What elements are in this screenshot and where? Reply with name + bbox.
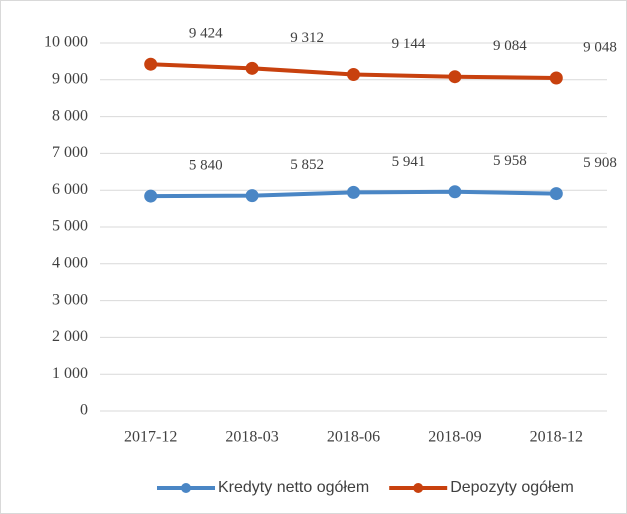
y-tick-label: 4 000 xyxy=(52,254,88,271)
value-label: 5 908 xyxy=(583,155,617,171)
y-tick-label: 7 000 xyxy=(52,144,88,161)
y-tick-label: 10 000 xyxy=(44,34,88,51)
y-tick-label: 0 xyxy=(80,402,88,419)
x-tick-label: 2018-03 xyxy=(225,429,278,446)
value-label: 9 084 xyxy=(493,38,527,54)
point xyxy=(448,185,462,199)
value-label: 5 941 xyxy=(392,154,426,170)
y-tick-label: 3 000 xyxy=(52,291,88,308)
y-tick-label: 1 000 xyxy=(52,365,88,382)
legend-label: Depozyty ogółem xyxy=(450,479,574,496)
value-label: 9 144 xyxy=(392,36,426,52)
point xyxy=(144,57,158,71)
point xyxy=(448,70,462,84)
point xyxy=(144,189,158,203)
point xyxy=(347,185,360,199)
x-tick-label: 2018-12 xyxy=(530,429,583,446)
x-tick-label: 2018-06 xyxy=(327,429,380,446)
y-tick-label: 8 000 xyxy=(52,107,88,124)
y-tick-label: 9 000 xyxy=(52,70,88,87)
point xyxy=(245,61,259,75)
value-label: 9 048 xyxy=(583,39,617,55)
value-label: 5 958 xyxy=(493,153,527,169)
point xyxy=(245,189,259,203)
value-label: 5 852 xyxy=(290,157,324,173)
legend-marker xyxy=(181,483,191,493)
x-tick-label: 2017-12 xyxy=(124,429,177,446)
y-tick-label: 2 000 xyxy=(52,328,88,345)
legend-label: Kredyty netto ogółem xyxy=(218,479,369,496)
y-tick-label: 6 000 xyxy=(52,181,88,198)
value-label: 5 840 xyxy=(189,158,223,174)
y-tick-label: 5 000 xyxy=(52,218,88,235)
point xyxy=(549,71,563,85)
point xyxy=(347,68,360,82)
point xyxy=(549,187,563,201)
value-label: 9 424 xyxy=(189,26,223,42)
value-label: 9 312 xyxy=(290,30,324,46)
legend-marker xyxy=(413,483,424,493)
x-tick-label: 2018-09 xyxy=(428,429,481,446)
